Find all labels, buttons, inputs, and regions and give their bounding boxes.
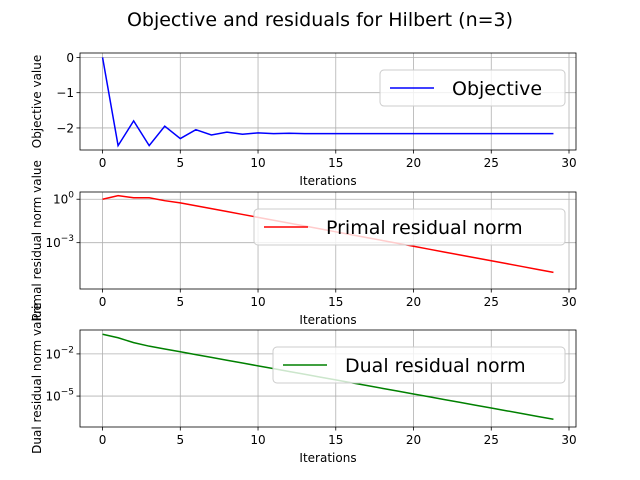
series-line [101, 57, 554, 148]
subplot-3: 0 5 10 15 20 25 30 10−2 10−5 Iterations Dual resid… [30, 303, 577, 465]
x-tick-label: 15 [328, 433, 343, 447]
axes-frame [79, 191, 577, 290]
x-tick-label: 10 [250, 433, 265, 447]
x-tick-label: 30 [561, 433, 576, 447]
legend: Dual residual norm [272, 346, 566, 384]
y-tick-label: −2 [56, 121, 74, 135]
figure-title: Objective and residuals for Hilbert (n=3… [127, 9, 513, 31]
x-tick-label: 25 [484, 433, 499, 447]
y-axis-label: Objective value [30, 55, 44, 149]
y-axis-label: Primal residual norm value [30, 160, 44, 321]
y-tick-label: 10−3 [45, 234, 74, 250]
legend-box [253, 208, 566, 246]
x-tick-label: 0 [99, 433, 107, 447]
legend-label: Primal residual norm [326, 217, 523, 239]
x-tick-label: 10 [250, 295, 265, 309]
legend: Objective [379, 69, 566, 107]
legend-box [272, 346, 566, 384]
x-tick-label: 20 [406, 156, 421, 170]
x-axis-label: Iterations [299, 313, 356, 327]
y-tick-label: 100 [53, 191, 74, 207]
x-tick-label: 15 [328, 295, 343, 309]
x-tick-label: 15 [328, 156, 343, 170]
y-tick-label: 0 [66, 51, 74, 65]
x-axis-label: Iterations [299, 451, 356, 465]
y-tick-label: −1 [56, 86, 74, 100]
axes-frame [79, 52, 577, 151]
x-tick-label: 10 [250, 156, 265, 170]
x-tick-label: 0 [99, 156, 107, 170]
axes-frame [79, 329, 577, 428]
x-tick-label: 25 [484, 295, 499, 309]
x-tick-label: 20 [406, 433, 421, 447]
x-tick-label: 20 [406, 295, 421, 309]
y-tick-label: 10−2 [45, 345, 74, 361]
x-tick-label: 25 [484, 156, 499, 170]
legend-label: Objective [452, 78, 542, 100]
y-tick-label: 10−5 [45, 388, 74, 404]
x-tick-label: 30 [561, 156, 576, 170]
subplot-1: 0 5 10 15 20 25 30 0 −1 −2 Iterations Objective val… [30, 51, 577, 188]
x-tick-label: 5 [176, 433, 184, 447]
x-tick-label: 5 [176, 156, 184, 170]
legend-label: Dual residual norm [345, 355, 526, 377]
x-axis-label: Iterations [299, 174, 356, 188]
subplot-2: 0 5 10 15 20 25 30 100 10−3 Iterations Primal resi… [30, 160, 577, 327]
x-tick-label: 30 [561, 295, 576, 309]
y-axis-label: Dual residual norm value [30, 303, 44, 454]
legend: Primal residual norm [253, 208, 566, 246]
legend-box [379, 69, 566, 107]
x-tick-label: 0 [99, 295, 107, 309]
plots-container: 0 5 10 15 20 25 30 0 −1 −2 Iterations Objective val… [30, 51, 577, 465]
x-tick-label: 5 [176, 295, 184, 309]
